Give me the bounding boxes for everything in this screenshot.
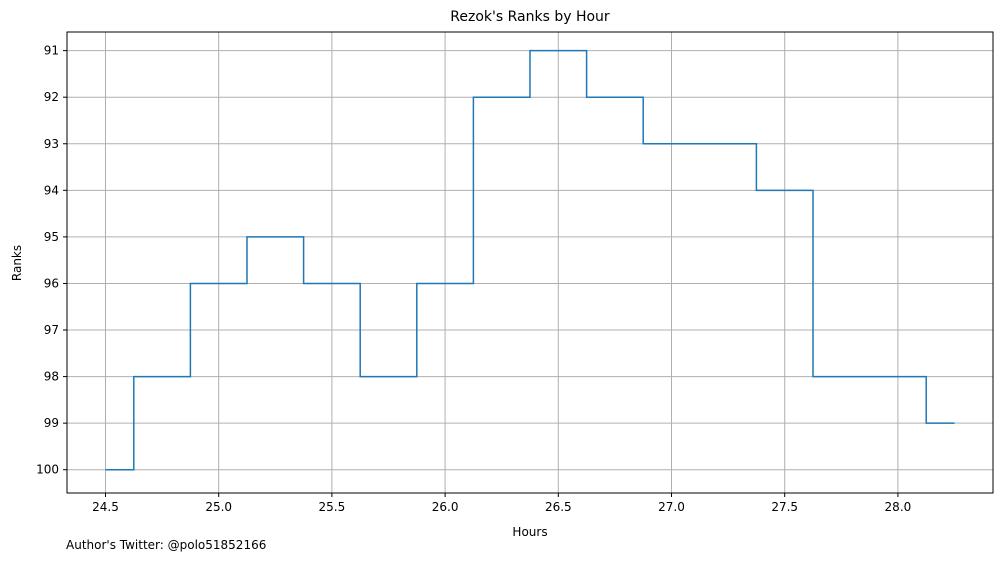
y-tick-label: 93 <box>44 137 59 151</box>
x-tick-label: 27.0 <box>658 500 685 514</box>
y-axis-ticks: 91 92 93 94 95 96 97 98 99 100 <box>36 44 67 477</box>
x-tick-label: 28.0 <box>885 500 912 514</box>
author-footnote: Author's Twitter: @polo51852166 <box>66 538 267 552</box>
y-tick-label: 100 <box>36 463 59 477</box>
x-axis-ticks: 24.5 25.0 25.5 26.0 26.5 27.0 27.5 28.0 <box>92 493 911 514</box>
y-tick-label: 95 <box>44 230 59 244</box>
x-tick-label: 25.5 <box>319 500 346 514</box>
y-axis-title: Ranks <box>10 245 24 281</box>
y-tick-label: 97 <box>44 323 59 337</box>
grid-lines <box>67 32 993 493</box>
x-axis-title: Hours <box>512 525 547 539</box>
rank-step-line <box>105 49 955 471</box>
y-tick-label: 94 <box>44 183 59 197</box>
x-tick-label: 26.5 <box>545 500 572 514</box>
y-tick-label: 91 <box>44 44 59 58</box>
x-tick-label: 24.5 <box>92 500 119 514</box>
series-layer <box>105 49 955 471</box>
y-tick-label: 92 <box>44 90 59 104</box>
y-tick-label: 96 <box>44 276 59 290</box>
x-tick-label: 26.0 <box>432 500 459 514</box>
chart-title: Rezok's Ranks by Hour <box>450 9 610 25</box>
x-tick-label: 25.0 <box>205 500 232 514</box>
plot-frame <box>66 31 994 494</box>
y-tick-label: 99 <box>44 416 59 430</box>
x-tick-label: 27.5 <box>771 500 798 514</box>
y-tick-label: 98 <box>44 370 59 384</box>
